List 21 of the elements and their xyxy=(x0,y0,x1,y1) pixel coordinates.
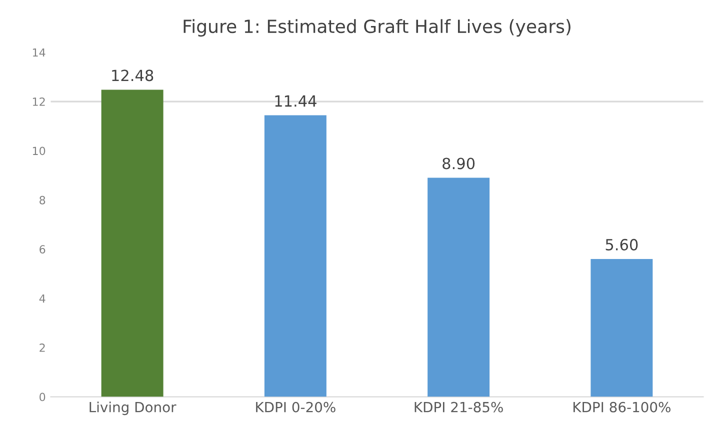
data-label: 8.90 xyxy=(442,158,475,170)
y-tick-label: 0 xyxy=(40,392,46,402)
data-label: 12.48 xyxy=(112,70,154,82)
y-tick-label: 2 xyxy=(40,344,45,352)
bar xyxy=(264,115,326,397)
y-tick-label: 8 xyxy=(40,196,46,204)
y-tick-label: 14 xyxy=(32,48,46,57)
x-tick-label: Living Donor xyxy=(90,402,176,416)
y-tick-label: 4 xyxy=(39,294,46,303)
bar xyxy=(101,90,164,397)
bar xyxy=(590,258,653,397)
data-label: 11.44 xyxy=(275,95,316,107)
x-tick-label: KDPI 86-100% xyxy=(574,402,670,412)
y-tick-label: 12 xyxy=(32,98,45,106)
bar xyxy=(428,178,490,397)
chart-title: Figure 1: Estimated Graft Half Lives (years) xyxy=(184,19,570,37)
x-tick-label: KDPI 21-85% xyxy=(414,402,503,412)
y-tick-label: 6 xyxy=(40,245,46,254)
data-label: 5.60 xyxy=(606,238,638,250)
x-tick-label: KDPI 0-20% xyxy=(256,402,336,412)
y-tick-label: 10 xyxy=(32,146,46,156)
